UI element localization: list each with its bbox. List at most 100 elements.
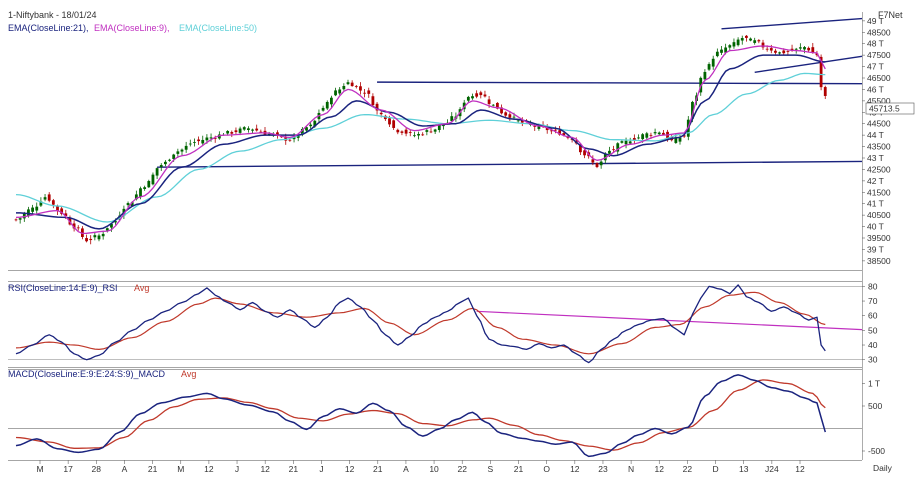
candle-body: [774, 50, 777, 53]
candle: [396, 128, 400, 135]
candle: [404, 127, 408, 137]
candle-body: [740, 38, 744, 41]
macd-avg-label: Avg: [181, 369, 196, 379]
candle: [466, 95, 470, 103]
ema9-legend: EMA(CloseLine:9),: [94, 23, 170, 33]
candle: [383, 114, 387, 121]
candle-body: [213, 138, 217, 139]
ema21-line: [16, 54, 826, 230]
candle-body: [388, 118, 391, 125]
candle-body: [18, 218, 22, 220]
candle-body: [51, 200, 55, 205]
candle-body: [554, 129, 557, 131]
candle-body: [657, 132, 661, 135]
candle-body: [533, 126, 537, 127]
candle-body: [475, 93, 479, 97]
candle-body: [114, 221, 117, 223]
candle-body: [786, 51, 790, 52]
candle: [147, 179, 151, 188]
candle-body: [520, 120, 524, 123]
candle: [338, 87, 342, 96]
price-axis-label: 44500: [867, 119, 891, 129]
trendline-resistance: [377, 81, 863, 85]
candle-body: [251, 129, 254, 131]
candle-body: [413, 135, 416, 137]
candle: [234, 127, 238, 135]
candle-body: [176, 151, 180, 154]
candle-body: [350, 82, 354, 87]
candle-body: [97, 235, 101, 240]
candle-body: [342, 86, 346, 90]
candle-body: [803, 47, 806, 50]
candle-body: [537, 125, 541, 129]
candle: [247, 126, 250, 133]
candle: [520, 117, 524, 127]
x-axis-label: 12: [570, 464, 580, 474]
candle-body: [516, 120, 520, 122]
candle-body: [794, 48, 798, 50]
candle-body: [188, 143, 192, 145]
x-axis-label: M: [36, 464, 43, 474]
candle-body: [184, 145, 188, 150]
candle: [371, 93, 375, 107]
x-axis-label: 13: [739, 464, 749, 474]
candle-body: [653, 132, 657, 134]
candle: [429, 128, 433, 134]
ema50-line: [15, 72, 826, 223]
candle-body: [483, 94, 487, 97]
candle: [811, 42, 815, 54]
candle-body: [628, 141, 632, 144]
candle-body: [276, 132, 279, 135]
price-axis-label: 43 T: [867, 153, 884, 163]
candle: [350, 80, 354, 87]
x-axis-label: 12: [204, 464, 214, 474]
price-axis-label: 40 T: [867, 222, 884, 232]
macd-axis-label: 1 T: [868, 379, 880, 389]
candle: [14, 218, 18, 222]
candle: [425, 128, 429, 136]
candle-body: [217, 134, 221, 139]
candle: [230, 130, 234, 138]
candle: [354, 85, 358, 89]
candle-body: [500, 107, 503, 114]
rsi-axis-label: 60: [868, 311, 878, 321]
candle: [43, 194, 47, 202]
candle: [334, 87, 337, 97]
candle-body: [508, 114, 512, 118]
candle-body: [425, 130, 429, 132]
candle-body: [164, 161, 167, 165]
candle-body: [429, 131, 433, 133]
candle-body: [201, 139, 205, 144]
candle: [321, 105, 325, 112]
candle: [761, 39, 765, 50]
candle-body: [31, 207, 34, 212]
candle-body: [56, 205, 59, 211]
candle-body: [408, 131, 412, 133]
candle-body: [22, 213, 26, 219]
candle-body: [338, 89, 342, 94]
price-axis-label: 40500: [867, 210, 891, 220]
candle-body: [790, 48, 794, 51]
candle-body: [595, 163, 599, 168]
candle-body: [375, 103, 379, 111]
candle-body: [159, 165, 163, 167]
candle-body: [632, 138, 636, 141]
x-axis-label: 12: [260, 464, 270, 474]
candle: [823, 85, 827, 100]
price-axis-label: 46 T: [867, 84, 884, 94]
candle-body: [168, 159, 171, 161]
candle-body: [371, 96, 375, 106]
candle-body: [715, 51, 719, 57]
candle-body: [172, 154, 176, 159]
price-axis-label: 48 T: [867, 39, 884, 49]
candle-body: [267, 133, 271, 135]
x-axis-label: O: [543, 464, 550, 474]
candle: [583, 149, 586, 159]
price-axis-label: 44 T: [867, 130, 884, 140]
candle: [450, 112, 454, 123]
candle-body: [620, 141, 624, 143]
candle-body: [437, 125, 441, 130]
candle-body: [491, 104, 495, 106]
candle-body: [346, 82, 350, 85]
